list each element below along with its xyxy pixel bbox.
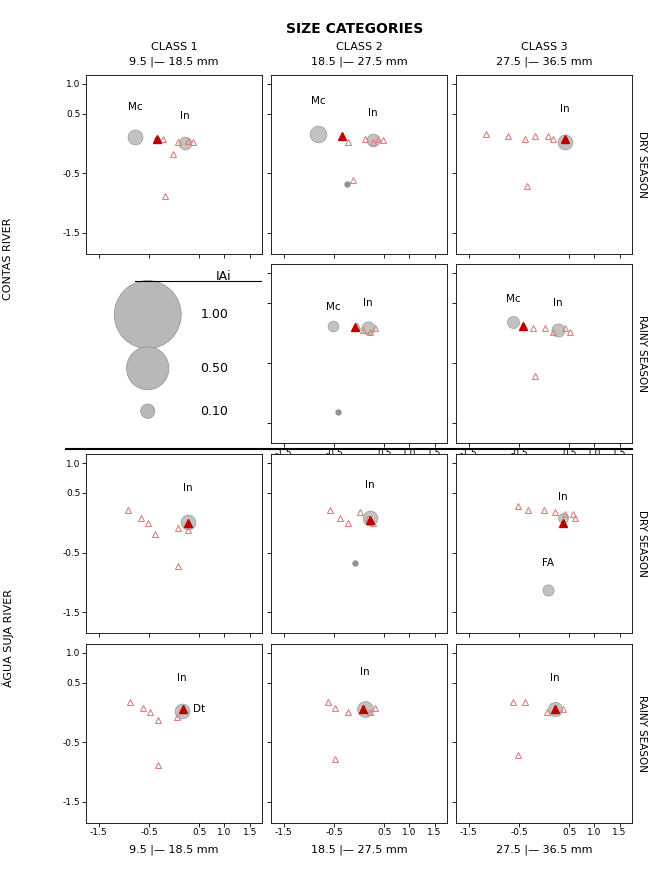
Circle shape (140, 404, 155, 418)
Text: In: In (550, 672, 560, 683)
Text: 0.10: 0.10 (201, 405, 228, 418)
Circle shape (126, 347, 169, 390)
Text: Mc: Mc (128, 102, 142, 113)
Point (560, 136, 571, 150)
Text: CLASS 2: CLASS 2 (336, 42, 383, 52)
Point (558, 511, 569, 525)
Text: SIZE CATEGORIES: SIZE CATEGORIES (285, 22, 423, 36)
Text: Mc: Mc (310, 97, 325, 106)
Text: In: In (181, 112, 190, 121)
Point (368, 134, 379, 148)
Point (543, 583, 553, 597)
Text: 27.5 |— 36.5 mm: 27.5 |— 36.5 mm (496, 56, 592, 67)
Text: In: In (369, 108, 378, 118)
Text: CLASS 1: CLASS 1 (151, 42, 197, 52)
Circle shape (115, 281, 181, 348)
Text: 27.5 |— 36.5 mm: 27.5 |— 36.5 mm (496, 845, 592, 855)
Point (180, 136, 191, 150)
Text: DRY SEASON: DRY SEASON (637, 510, 647, 577)
Point (176, 704, 187, 718)
Text: CONTAS RIVER: CONTAS RIVER (3, 218, 13, 300)
Point (365, 511, 375, 525)
Point (130, 130, 140, 144)
Text: In: In (363, 298, 373, 308)
Text: In: In (553, 298, 563, 308)
Point (363, 321, 373, 335)
Text: Dt: Dt (193, 705, 205, 715)
Point (553, 323, 563, 337)
Text: Mc: Mc (506, 295, 520, 304)
Text: In: In (561, 104, 570, 114)
Point (508, 315, 518, 329)
Text: Mc: Mc (326, 302, 340, 312)
Text: 18.5 |— 27.5 mm: 18.5 |— 27.5 mm (311, 56, 407, 67)
Text: DRY SEASON: DRY SEASON (637, 131, 647, 198)
Text: In: In (559, 492, 568, 502)
Text: RAINY SEASON: RAINY SEASON (637, 315, 647, 392)
Text: RAINY SEASON: RAINY SEASON (637, 695, 647, 772)
Text: 1.00: 1.00 (201, 308, 228, 321)
Text: In: In (183, 483, 193, 493)
Text: In: In (365, 480, 375, 490)
Text: In: In (360, 667, 370, 677)
Text: 0.50: 0.50 (201, 362, 228, 375)
Text: CLASS 3: CLASS 3 (521, 42, 567, 52)
Point (183, 515, 193, 529)
Text: 9.5 |— 18.5 mm: 9.5 |— 18.5 mm (129, 56, 219, 67)
Text: In: In (177, 672, 187, 683)
Point (328, 319, 338, 333)
Text: 9.5 |— 18.5 mm: 9.5 |— 18.5 mm (129, 845, 219, 855)
Text: FA: FA (542, 558, 554, 568)
Point (360, 702, 371, 716)
Text: IAi: IAi (216, 270, 231, 282)
Text: ÁGUA SUJA RIVER: ÁGUA SUJA RIVER (2, 590, 14, 687)
Point (550, 702, 561, 716)
Text: 18.5 |— 27.5 mm: 18.5 |— 27.5 mm (311, 845, 407, 855)
Point (312, 128, 323, 142)
